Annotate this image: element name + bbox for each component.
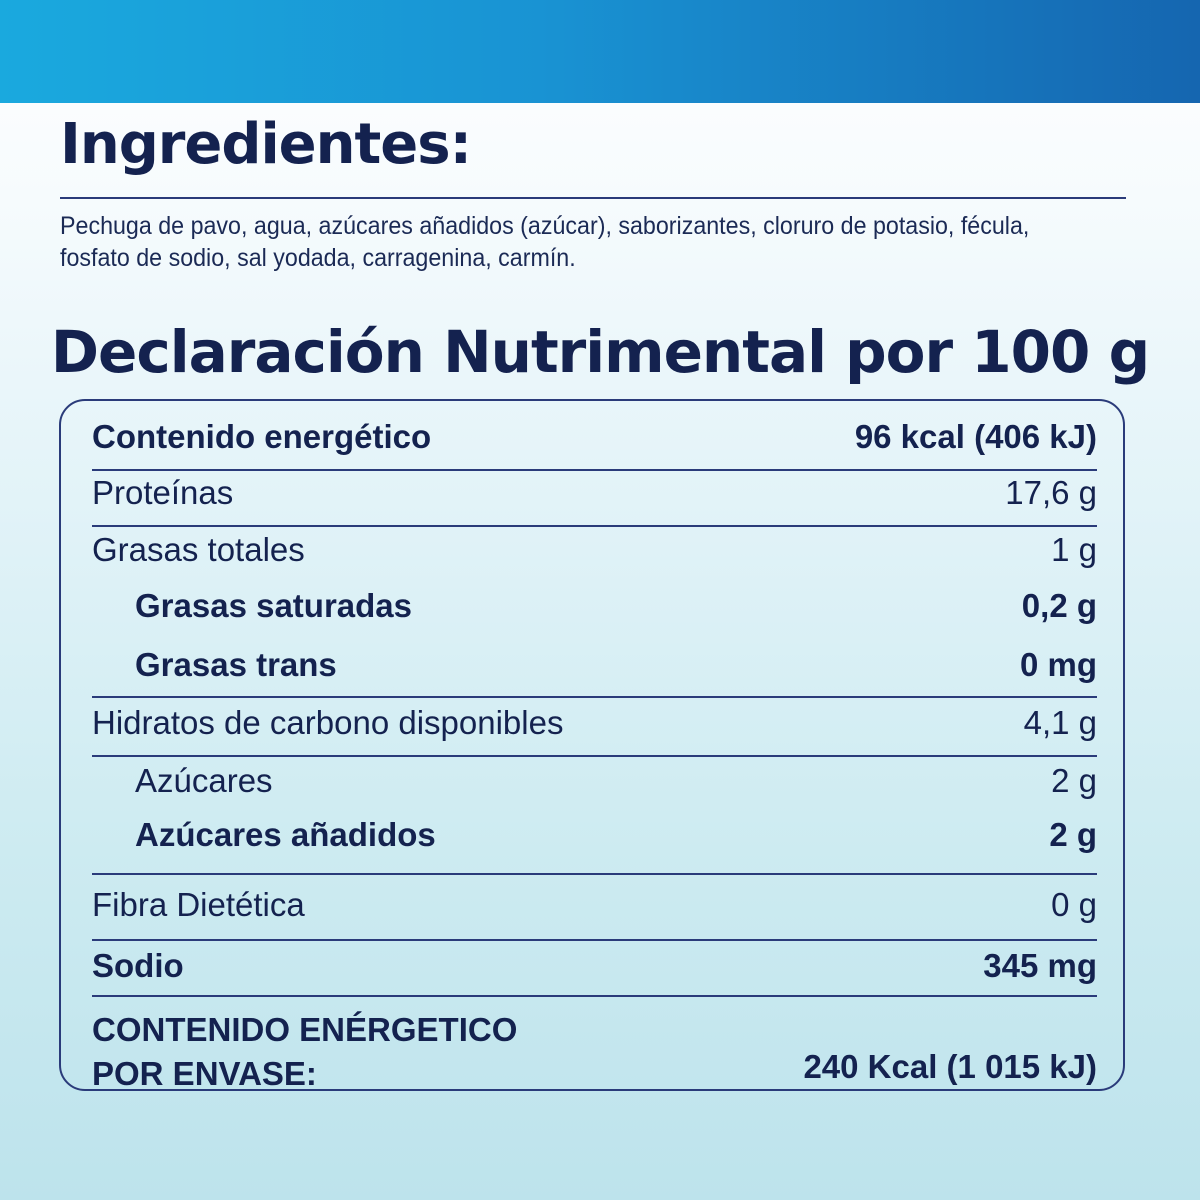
row-label: Contenido energético (92, 418, 432, 455)
total-label-line1: CONTENIDO ENÉRGETICO (92, 1011, 518, 1048)
nutrition-row-sugars: Azúcares 2 g (92, 762, 1097, 800)
row-value: 2 g (1051, 762, 1097, 799)
total-label-line2: POR ENVASE: (92, 1055, 317, 1092)
ingredients-title: Ingredientes: (60, 112, 472, 177)
nutrition-row-total-fat: Grasas totales 1 g (92, 531, 1097, 569)
row-divider (92, 995, 1097, 997)
nutrition-row-carbohydrates: Hidratos de carbono disponibles 4,1 g (92, 704, 1097, 742)
row-value: 96 kcal (406 kJ) (854, 418, 1097, 455)
row-label: Hidratos de carbono disponibles (92, 704, 564, 741)
row-divider (92, 755, 1097, 757)
nutrition-row-energy: Contenido energético 96 kcal (406 kJ) (92, 418, 1097, 456)
nutrition-row-saturated-fat: Grasas saturadas 0,2 g (92, 587, 1097, 625)
total-energy-value: 240 Kcal (1 015 kJ) (803, 1048, 1097, 1085)
nutrition-row-sodium: Sodio 345 mg (92, 947, 1097, 985)
row-label: Azúcares añadidos (135, 816, 436, 853)
row-value: 0 g (1051, 886, 1097, 923)
row-label: Fibra Dietética (92, 886, 305, 923)
nutrition-row-trans-fat: Grasas trans 0 mg (92, 646, 1097, 684)
total-energy-label: CONTENIDO ENÉRGETICO POR ENVASE: (92, 1008, 517, 1096)
ingredients-text: Pechuga de pavo, agua, azúcares añadidos… (60, 212, 1030, 272)
nutrition-panel (59, 399, 1125, 1091)
row-value: 0,2 g (1021, 587, 1097, 624)
row-label: Azúcares (135, 762, 273, 799)
row-label: Proteínas (92, 474, 234, 511)
row-divider (92, 525, 1097, 527)
nutrition-title: Declaración Nutrimental por 100 g (50, 318, 1150, 386)
row-value: 4,1 g (1023, 704, 1097, 741)
row-label: Grasas totales (92, 531, 305, 568)
row-label: Sodio (92, 947, 184, 984)
nutrition-row-fiber: Fibra Dietética 0 g (92, 886, 1097, 924)
ingredients-divider (60, 197, 1126, 199)
row-divider (92, 469, 1097, 471)
row-value: 0 mg (1019, 646, 1097, 683)
top-color-band (0, 0, 1200, 103)
row-value: 17,6 g (1005, 474, 1097, 511)
row-value: 1 g (1051, 531, 1097, 568)
row-value: 345 mg (983, 947, 1097, 984)
row-label: Grasas saturadas (135, 587, 413, 624)
nutrition-row-protein: Proteínas 17,6 g (92, 474, 1097, 512)
row-value: 2 g (1049, 816, 1097, 853)
row-divider (92, 939, 1097, 941)
row-label: Grasas trans (135, 646, 337, 683)
nutrition-row-added-sugars: Azúcares añadidos 2 g (92, 816, 1097, 854)
row-divider (92, 696, 1097, 698)
row-divider (92, 873, 1097, 875)
